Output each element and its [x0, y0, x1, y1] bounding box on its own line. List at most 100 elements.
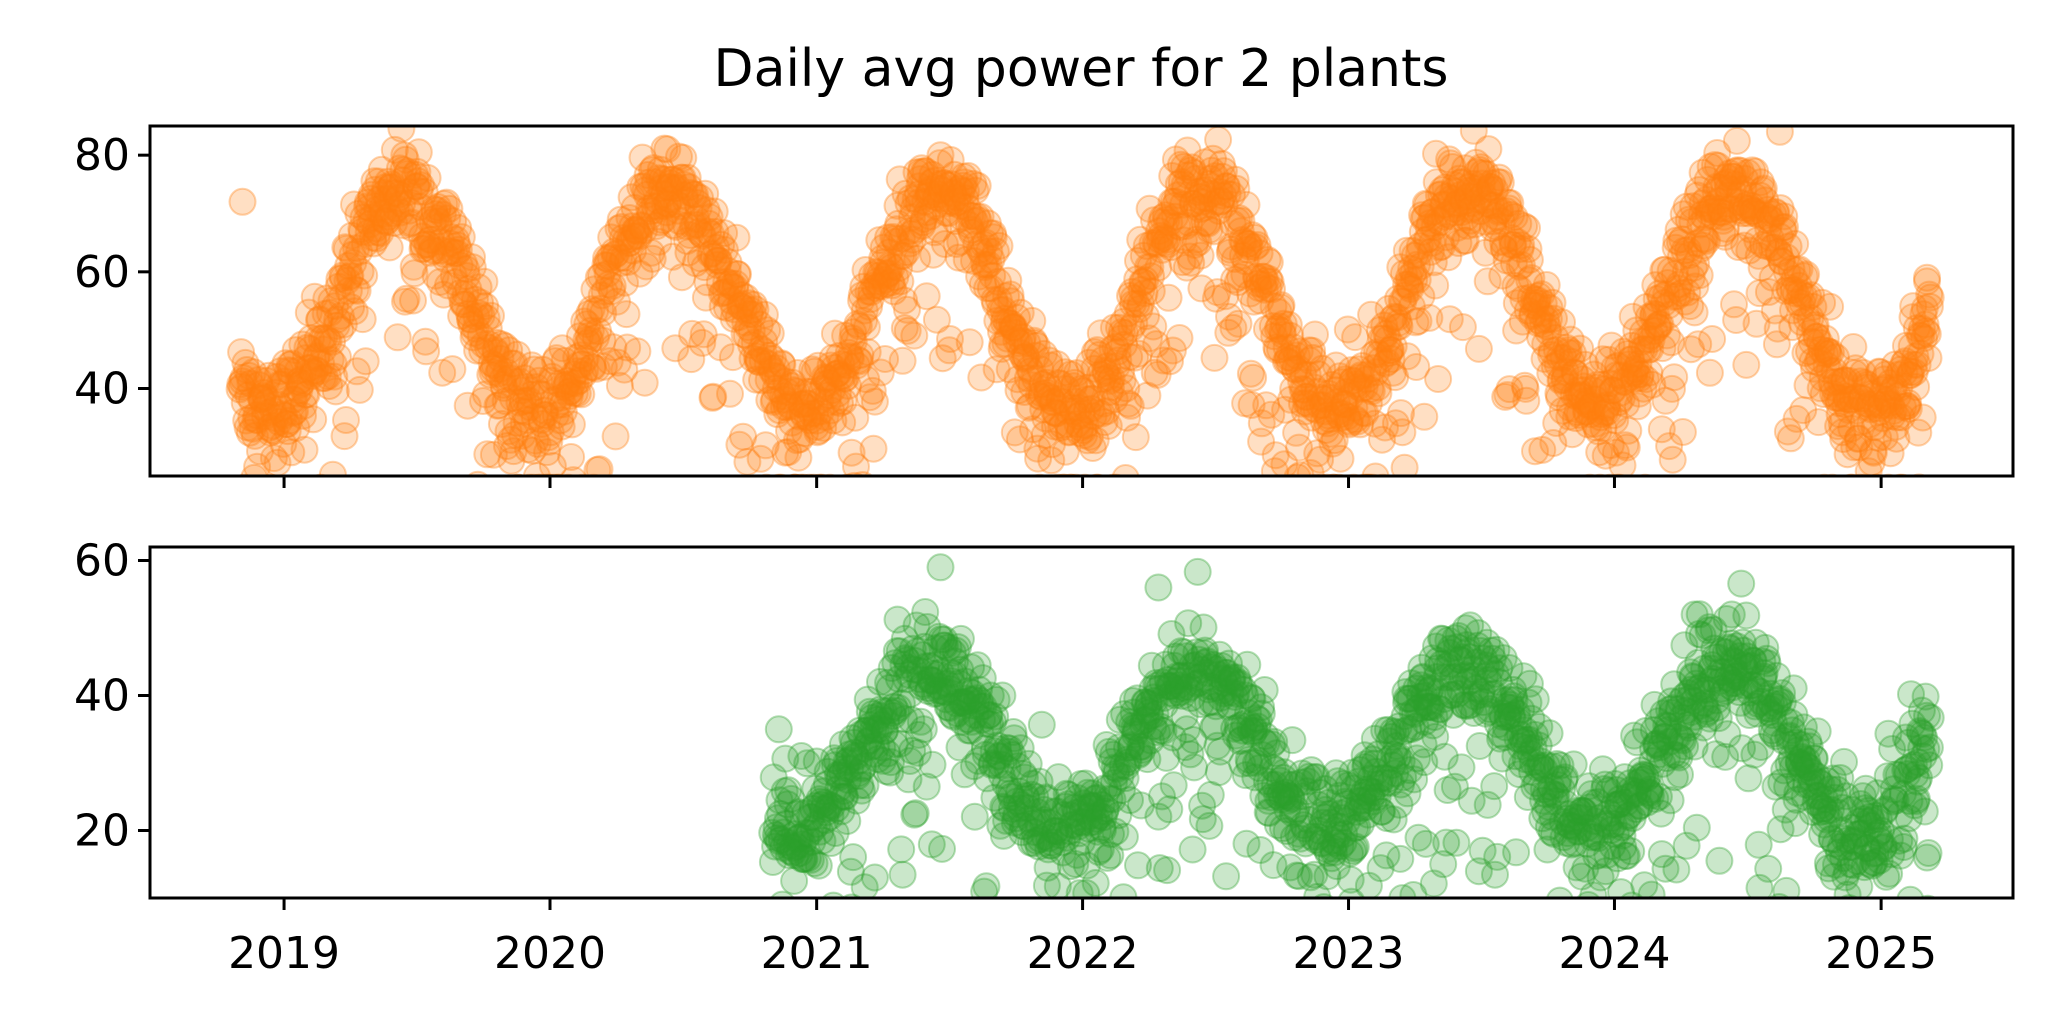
data-point — [375, 202, 403, 231]
data-point — [1541, 323, 1570, 352]
data-point — [1276, 321, 1305, 350]
data-point — [954, 716, 983, 745]
data-point — [1152, 743, 1181, 772]
data-point — [1026, 825, 1055, 853]
data-point — [1078, 434, 1107, 462]
data-point — [847, 286, 876, 315]
data-point — [1481, 202, 1510, 231]
data-point — [1134, 690, 1163, 719]
data-point — [1604, 351, 1633, 380]
data-point — [1095, 378, 1124, 406]
data-point — [1093, 352, 1122, 381]
data-point — [790, 845, 819, 874]
data-point — [755, 386, 784, 414]
data-point — [942, 689, 971, 718]
data-point — [807, 397, 835, 426]
data-point — [820, 353, 849, 382]
data-point — [1824, 473, 1840, 476]
data-point — [1817, 368, 1846, 397]
data-point — [1909, 300, 1938, 329]
data-point — [1908, 403, 1937, 432]
data-point — [840, 738, 869, 767]
data-point — [917, 830, 946, 859]
data-point — [952, 684, 981, 713]
data-point — [1864, 357, 1893, 386]
data-point — [904, 720, 933, 749]
data-point — [1894, 388, 1923, 417]
data-point — [1786, 278, 1815, 307]
data-point — [1894, 473, 1910, 476]
data-point — [1094, 774, 1123, 803]
data-point — [1169, 226, 1198, 255]
data-point — [876, 758, 905, 787]
data-point — [1309, 897, 1317, 898]
data-point — [1287, 368, 1316, 397]
data-point — [1086, 319, 1115, 348]
data-point — [930, 631, 959, 660]
data-point — [1742, 309, 1771, 338]
data-point — [1683, 181, 1712, 210]
data-point — [1119, 698, 1148, 727]
data-point — [907, 154, 936, 183]
data-point — [812, 364, 841, 393]
data-point — [470, 267, 499, 296]
data-point — [1268, 317, 1297, 346]
data-point — [1298, 336, 1327, 365]
data-point — [925, 622, 954, 651]
data-point — [1880, 473, 1897, 476]
data-point — [876, 251, 905, 280]
data-point — [1210, 190, 1239, 219]
data-point — [998, 313, 1027, 342]
data-point — [1849, 407, 1878, 435]
data-point — [493, 432, 521, 460]
data-point — [842, 351, 871, 380]
data-point — [756, 341, 784, 370]
data-point — [740, 290, 768, 319]
data-point — [731, 308, 760, 337]
data-point — [393, 159, 422, 188]
data-point — [1036, 384, 1065, 412]
data-point — [1371, 413, 1399, 442]
data-point — [1330, 365, 1359, 394]
data-point — [1469, 180, 1498, 209]
data-point — [1018, 809, 1047, 838]
data-point — [1685, 261, 1714, 290]
data-point — [1042, 399, 1071, 428]
data-point — [1148, 235, 1176, 264]
data-point — [1336, 382, 1365, 411]
data-point — [628, 143, 657, 172]
data-point — [1270, 450, 1299, 476]
data-point — [1131, 266, 1160, 295]
data-point — [895, 747, 924, 775]
data-point — [1153, 856, 1182, 885]
data-point — [557, 410, 586, 439]
data-point — [1377, 345, 1406, 373]
data-point — [1564, 381, 1593, 410]
data-point — [765, 786, 794, 815]
data-point — [1323, 398, 1352, 427]
data-point — [1322, 388, 1351, 417]
data-point — [1802, 322, 1831, 351]
data-point — [1658, 445, 1687, 474]
data-point — [1813, 337, 1842, 365]
data-point — [827, 350, 856, 379]
data-point — [769, 382, 798, 411]
data-point — [1815, 356, 1844, 385]
data-point — [1561, 404, 1590, 433]
data-point — [581, 296, 610, 325]
data-point — [499, 437, 528, 466]
data-point — [265, 370, 294, 399]
data-point — [1003, 787, 1031, 816]
data-point — [1170, 702, 1199, 731]
data-point — [1118, 277, 1147, 306]
data-point — [1544, 379, 1573, 408]
data-point — [847, 776, 876, 805]
data-point — [834, 371, 862, 400]
data-point — [1891, 897, 1899, 898]
data-point — [577, 295, 606, 324]
data-point — [1582, 413, 1611, 442]
data-point — [447, 223, 476, 252]
data-point — [742, 365, 771, 394]
data-point — [1091, 356, 1120, 385]
data-point — [1870, 422, 1899, 451]
